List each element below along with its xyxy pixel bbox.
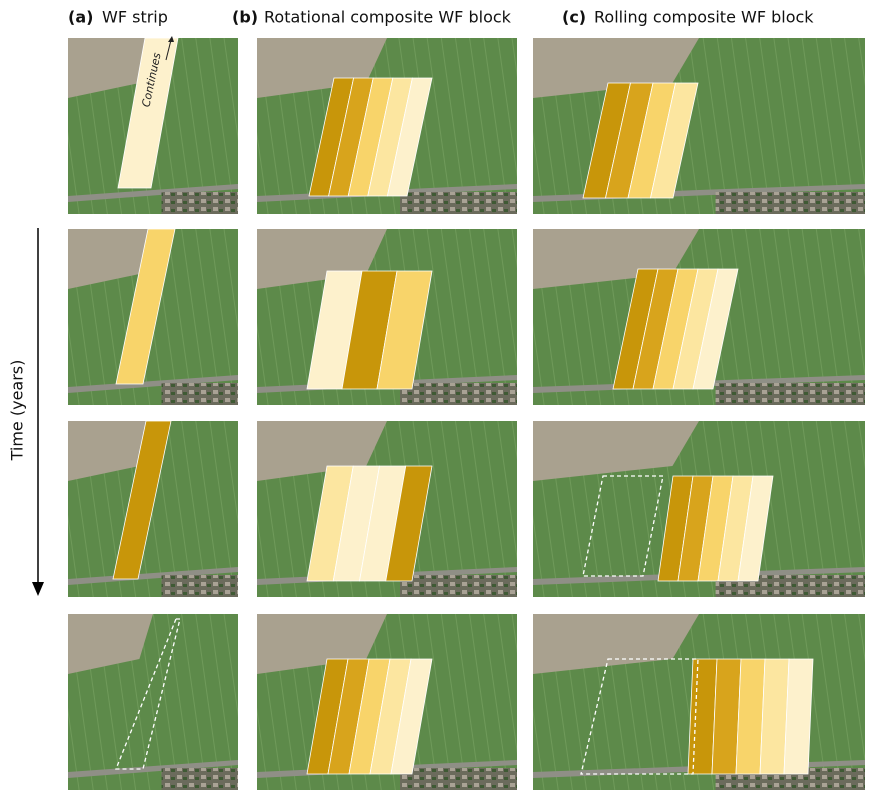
village [162,192,239,214]
village [400,192,517,214]
cell [533,421,865,597]
village [716,383,865,405]
village [400,575,517,597]
cell [68,229,238,405]
aerial-image [68,229,238,405]
aerial-image [68,421,238,597]
panel-title: Rolling composite WF block [594,8,814,27]
aerial-image [533,421,865,597]
cell [533,229,865,405]
panel-letter: (b) [232,8,258,27]
village [162,575,239,597]
panel-letter: (a) [68,8,93,27]
page: {"panels": [ {"letter": "(a)", "title": … [0,0,880,792]
village [162,768,239,790]
cells [68,38,865,790]
cell [68,614,238,790]
cell [257,38,517,214]
aerial-image [257,38,517,214]
arrow-head [32,582,44,596]
aerial-image [533,614,865,790]
panel-letter: (c) [562,8,586,27]
figure: (a) WF strip (b) Rotational composite WF… [0,0,880,792]
panel-title: WF strip [102,8,168,27]
village [400,768,517,790]
aerial-image [68,614,238,790]
aerial-image [533,229,865,405]
cell [533,38,865,214]
time-axis: Time (years) [8,228,45,596]
cell [257,614,517,790]
axis-label: Time (years) [8,360,27,462]
cell [257,229,517,405]
aerial-image [533,38,865,214]
cell [257,421,517,597]
cell [68,421,238,597]
village [400,383,517,405]
aerial-image [257,229,517,405]
aerial-image [257,421,517,597]
panel-title: Rotational composite WF block [264,8,512,27]
panel-titles: (a) WF strip (b) Rotational composite WF… [68,8,814,27]
cell [533,614,865,790]
wf-strip [784,659,813,774]
village [716,192,865,214]
aerial-image [257,614,517,790]
village [162,383,239,405]
